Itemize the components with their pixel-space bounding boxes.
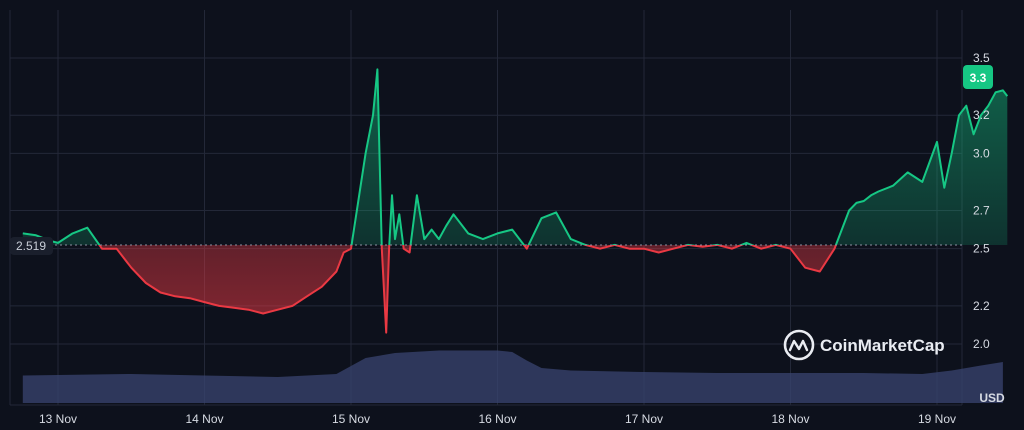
price-line-down — [98, 245, 837, 334]
volume-area-layer — [22, 350, 1003, 403]
baseline-label: 2.519 — [10, 237, 53, 255]
y-tick-label: 3.0 — [973, 146, 990, 160]
volume-area — [22, 350, 1003, 403]
price-line-layer — [22, 68, 1009, 334]
x-tick-label: 17 Nov — [625, 412, 663, 426]
price-area-layer — [22, 69, 1008, 333]
currency-unit-label: USD — [979, 391, 1005, 405]
coinmarketcap-logo-icon — [783, 329, 815, 361]
x-tick-label: 16 Nov — [478, 412, 516, 426]
y-tick-label: 3.5 — [973, 51, 990, 65]
y-tick-label: 2.7 — [973, 204, 990, 218]
x-tick-label: 18 Nov — [771, 412, 809, 426]
x-tick-label: 13 Nov — [39, 412, 77, 426]
price-line-up — [22, 68, 1009, 245]
x-tick-label: 15 Nov — [332, 412, 370, 426]
y-tick-label: 2.5 — [973, 242, 990, 256]
y-tick-label: 2.0 — [973, 337, 990, 351]
price-area-below-baseline — [22, 245, 1008, 333]
coinmarketcap-watermark: CoinMarketCap — [783, 329, 945, 361]
x-tick-label: 14 Nov — [185, 412, 223, 426]
current-price-text: 3.3 — [970, 71, 987, 85]
baseline-value-text: 2.519 — [16, 239, 46, 253]
x-tick-label: 19 Nov — [918, 412, 956, 426]
x-axis: 13 Nov 14 Nov 15 Nov 16 Nov 17 Nov 18 Nov 19 N… — [39, 412, 956, 426]
price-area-above-baseline — [22, 69, 1008, 245]
y-tick-label: 2.2 — [973, 299, 990, 313]
y-tick-label: 3.2 — [973, 108, 990, 122]
current-price-badge: 3.3 — [963, 65, 993, 89]
watermark-brand-text: CoinMarketCap — [820, 336, 945, 355]
y-axis: 2.0 2.2 2.5 2.7 3.0 3.2 3.5 — [973, 51, 990, 351]
